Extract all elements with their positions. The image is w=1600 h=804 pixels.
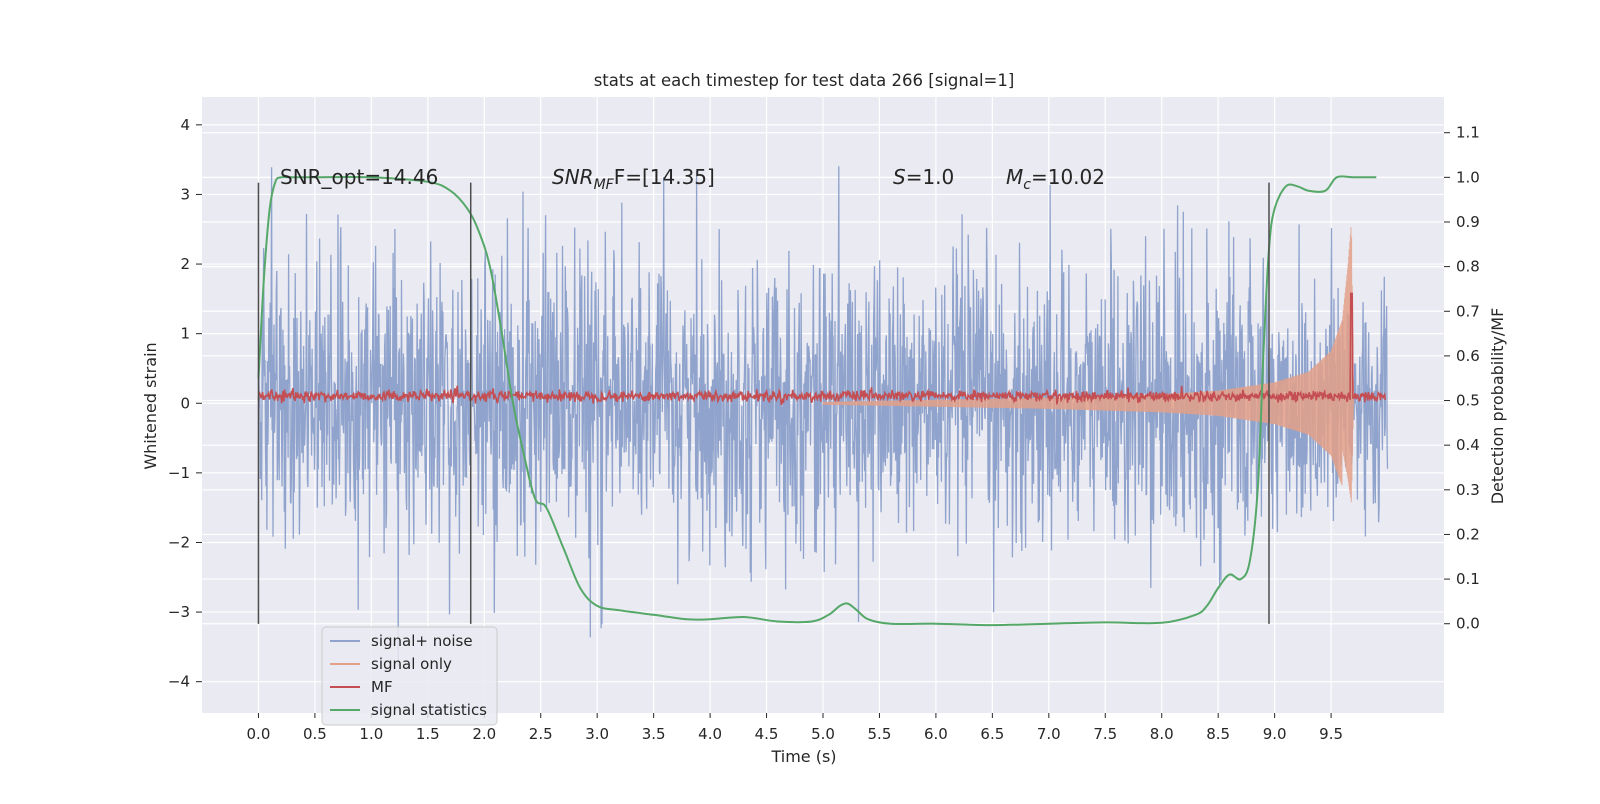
series-mf <box>257 292 1387 406</box>
y-right-tick-label: 1.1 <box>1456 124 1480 142</box>
x-axis: 0.0 0.5 1.0 1.5 2.0 2.5 3.0 3.5 4.0 4.5 5.0 5.5 6.0 6… <box>247 713 1343 743</box>
x-tick-label: 2.5 <box>529 725 553 743</box>
y-right-tick-label: 0.3 <box>1456 481 1480 499</box>
y-left-tick-label: 4 <box>180 116 190 134</box>
y-axis-left-label: Whitened strain <box>141 342 160 469</box>
x-tick-label: 3.0 <box>585 725 609 743</box>
signal-statistics-line <box>257 175 1377 627</box>
y-right-tick-label: 0.2 <box>1456 525 1480 543</box>
annotation-mc: Mc=10.02 <box>1006 165 1105 193</box>
y-axis-right: 1.1 1.0 0.9 0.8 0.7 0.6 0.5 0.4 0.3 0.2 0.1 0.0 <box>1444 124 1480 633</box>
y-axis-left: 4 3 2 1 0 −1 −2 −3 −4 <box>168 116 202 691</box>
legend-label-mf: MF <box>371 678 393 696</box>
x-tick-label: 6.0 <box>924 725 948 743</box>
y-right-tick-label: 0.9 <box>1456 213 1480 231</box>
x-tick-label: 0.0 <box>247 725 271 743</box>
y-right-tick-label: 0.4 <box>1456 436 1480 454</box>
x-tick-label: 9.5 <box>1319 725 1343 743</box>
y-left-tick-label: −1 <box>168 464 190 482</box>
y-right-tick-label: 0.7 <box>1456 302 1480 320</box>
chart-title: stats at each timestep for test data 266… <box>594 71 1015 90</box>
legend-label-signal-only: signal only <box>371 655 452 673</box>
y-axis-right-label: Detection probability/MF <box>1488 308 1507 505</box>
x-tick-label: 8.0 <box>1150 725 1174 743</box>
y-left-tick-label: 1 <box>180 325 190 343</box>
x-tick-label: 4.0 <box>698 725 722 743</box>
annotation-s: S=1.0 <box>893 165 954 189</box>
x-axis-label: Time (s) <box>770 747 836 766</box>
vertical-markers <box>257 182 1270 624</box>
x-tick-label: 1.5 <box>416 725 440 743</box>
x-tick-label: 8.5 <box>1206 725 1230 743</box>
y-right-tick-label: 0.5 <box>1456 392 1480 410</box>
x-tick-label: 2.0 <box>472 725 496 743</box>
series-signal-statistics <box>257 175 1377 627</box>
y-left-tick-label: −2 <box>168 533 190 551</box>
y-left-tick-label: 2 <box>180 255 190 273</box>
y-right-tick-label: 0.6 <box>1456 347 1480 365</box>
y-right-tick-label: 0.1 <box>1456 570 1480 588</box>
y-right-tick-label: 1.0 <box>1456 168 1480 186</box>
x-tick-label: 1.0 <box>359 725 383 743</box>
y-left-tick-label: 3 <box>180 185 190 203</box>
series-signal-only <box>822 227 1355 503</box>
y-left-tick-label: −4 <box>168 673 190 691</box>
x-tick-label: 4.5 <box>755 725 779 743</box>
x-tick-label: 7.0 <box>1037 725 1061 743</box>
x-tick-label: 3.5 <box>642 725 666 743</box>
legend-label-signal-statistics: signal statistics <box>371 701 487 719</box>
x-tick-label: 0.5 <box>303 725 327 743</box>
signal-only-line <box>822 227 1355 503</box>
y-right-tick-label: 0.8 <box>1456 258 1480 276</box>
annotation-snr-mf: SNRMFF=[14.35] <box>552 165 715 193</box>
y-left-tick-label: 0 <box>180 394 190 412</box>
y-right-tick-label: 0.0 <box>1456 615 1480 633</box>
x-tick-label: 5.5 <box>868 725 892 743</box>
mf-line <box>257 292 1387 406</box>
legend-label-signal-noise: signal+ noise <box>371 632 473 650</box>
x-tick-label: 6.5 <box>980 725 1004 743</box>
y-left-tick-label: −3 <box>168 603 190 621</box>
x-tick-label: 5.0 <box>811 725 835 743</box>
x-tick-label: 7.5 <box>1093 725 1117 743</box>
annotation-snr-opt: SNR_opt=14.46 <box>280 165 438 189</box>
x-tick-label: 9.0 <box>1263 725 1287 743</box>
legend: signal+ noise signal only MF signal stat… <box>321 626 498 726</box>
legend-frame <box>321 626 498 726</box>
